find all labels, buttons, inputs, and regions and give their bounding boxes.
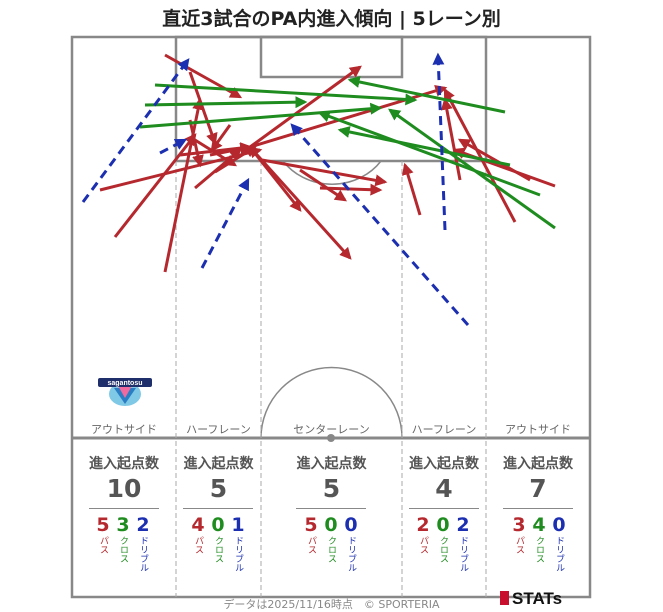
entry-total: 10	[106, 474, 142, 503]
cross-count: 0 クロス	[324, 514, 338, 563]
team-logo: sagantosu	[98, 378, 152, 406]
entry-total: 7	[529, 474, 547, 503]
dribble-arrow	[159, 138, 188, 155]
pass-arrow	[209, 142, 253, 157]
dribble-count: 2 ドリブル	[136, 514, 150, 572]
cross-count: 0 クロス	[436, 514, 450, 563]
cross-arrow	[337, 126, 511, 167]
cross-count: 0 クロス	[211, 514, 225, 563]
penalty-arc	[282, 160, 382, 186]
footer-note: データは2025/11/16時点 © SPORTERIA	[223, 598, 440, 611]
entry-total: 5	[322, 474, 341, 503]
pass-count: 4 パス	[191, 514, 205, 554]
pass-arrow	[249, 65, 362, 149]
pass-arrow	[210, 124, 232, 152]
team-logo-wordmark: sagantosu	[107, 380, 142, 387]
pass-count: 3 パス	[512, 514, 526, 554]
cross-arrow	[388, 108, 556, 230]
cross-arrow	[347, 76, 506, 114]
pass-arrow	[188, 119, 204, 168]
brand-logo: STATs	[500, 589, 562, 609]
stat-heading: 進入起点数	[89, 456, 159, 472]
dribble-count: 1 ドリブル	[231, 514, 245, 572]
stat-heading: 進入起点数	[296, 456, 367, 472]
pass-arrow	[163, 97, 204, 273]
entry-arrows	[81, 52, 556, 326]
stat-divider	[296, 508, 366, 509]
pass-arrow	[248, 145, 352, 260]
cross-arrow	[317, 110, 541, 197]
pass-arrow	[113, 133, 197, 238]
lane-label-halfspace-right: ハーフレーン	[411, 423, 477, 436]
pitch-lines	[70, 35, 592, 599]
center-circle	[260, 366, 403, 439]
lane-dividers	[175, 161, 487, 597]
pass-arrow	[188, 71, 218, 146]
pass-arrow	[402, 162, 422, 216]
stat-divider	[183, 508, 253, 509]
dribble-arrow	[200, 177, 250, 269]
entry-total: 5	[209, 474, 228, 503]
cross-arrow	[154, 83, 418, 106]
pass-arrow	[261, 158, 388, 187]
pass-count: 5 パス	[304, 514, 318, 554]
entry-total: 4	[435, 474, 453, 503]
pass-arrow	[457, 138, 531, 182]
cross-arrow	[144, 96, 308, 109]
cross-arrow	[139, 102, 383, 129]
pass-arrow	[299, 168, 347, 202]
stat-divider	[89, 508, 159, 509]
center-spot	[327, 434, 335, 442]
dribble-count: 0 ドリブル	[344, 514, 358, 572]
pass-arrow	[440, 97, 462, 181]
pass-arrow	[443, 87, 517, 223]
goal-area	[259, 35, 404, 79]
pass-count: 2 パス	[416, 514, 430, 554]
brand-name: STATs	[512, 589, 563, 608]
dribble-count: 0 ドリブル	[552, 514, 566, 572]
dribble-count: 2 ドリブル	[456, 514, 470, 572]
dribble-arrow	[432, 52, 447, 231]
stat-heading: 進入起点数	[183, 456, 254, 472]
lane-label-halfspace-left: ハーフレーン	[186, 423, 251, 436]
lane-label-outside-right: アウトサイド	[505, 423, 571, 436]
lane-label-outside-left: アウトサイド	[91, 423, 157, 436]
lane-label-center: センターレーン	[293, 423, 370, 436]
pass-arrow	[99, 146, 263, 192]
stat-heading: 進入起点数	[503, 456, 573, 472]
cross-count: 4 クロス	[532, 514, 546, 563]
stat-divider	[503, 508, 573, 509]
pass-count: 5 パス	[96, 514, 110, 554]
stat-divider	[409, 508, 479, 509]
cross-count: 3 クロス	[116, 514, 130, 563]
brand-mark-icon	[500, 591, 509, 605]
chart-title: 直近3試合のPA内進入傾向 | 5レーン別	[162, 8, 501, 30]
stat-heading: 進入起点数	[409, 456, 479, 472]
